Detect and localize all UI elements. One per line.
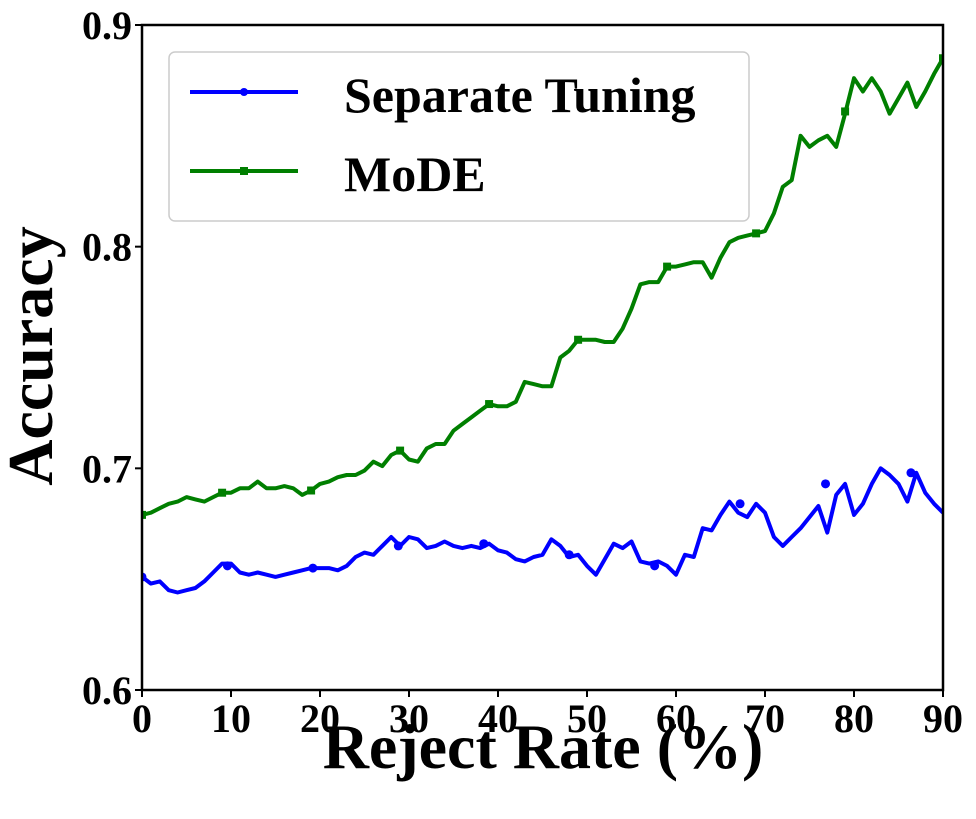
x-tick-label: 60 — [656, 696, 696, 741]
legend-label-mode: MoDE — [344, 146, 486, 202]
series-layer — [142, 54, 943, 595]
data-point-mode — [396, 446, 405, 455]
data-point-separate-tuning — [735, 499, 745, 509]
x-tick-label: 90 — [923, 696, 963, 741]
data-point-mode — [841, 107, 850, 116]
data-point-separate-tuning — [393, 541, 403, 551]
y-tick-label: 0.9 — [82, 3, 132, 48]
x-tick-label: 40 — [478, 696, 518, 741]
data-point-mode — [574, 335, 583, 344]
plot-area-frame — [140, 23, 945, 692]
data-point-mode — [752, 229, 761, 238]
legend: Separate Tuning MoDE — [168, 51, 750, 222]
data-point-mode — [663, 262, 672, 271]
x-axis-label: Reject Rate (%) — [323, 711, 764, 782]
x-tick-label: 50 — [567, 696, 607, 741]
x-tick-label: 10 — [211, 696, 251, 741]
y-axis-label: Accuracy — [0, 226, 66, 485]
data-point-mode — [218, 488, 227, 497]
data-point-separate-tuning — [650, 561, 660, 571]
data-point-separate-tuning — [308, 563, 318, 573]
data-point-separate-tuning — [906, 468, 916, 478]
data-point-separate-tuning — [821, 479, 831, 489]
data-point-mode — [307, 486, 316, 495]
data-point-mode — [142, 510, 146, 519]
series-line-separate-tuning — [142, 466, 943, 595]
axis-ticks: 0 10 20 30 40 50 60 70 80 90 0.6 0.7 0.8 0.9 — [82, 3, 963, 741]
legend-frame — [168, 51, 750, 222]
x-tick-label: 70 — [745, 696, 785, 741]
data-point-separate-tuning — [479, 539, 489, 549]
y-tick-label: 0.6 — [82, 668, 132, 713]
data-point-mode — [939, 54, 943, 63]
data-point-mode — [485, 400, 494, 409]
legend-marker-mode — [240, 167, 248, 175]
y-tick-label: 0.7 — [82, 446, 132, 491]
x-tick-label: 0 — [132, 696, 152, 741]
x-tick-label: 80 — [834, 696, 874, 741]
legend-marker-separate-tuning — [240, 88, 248, 96]
legend-label-separate-tuning: Separate Tuning — [344, 67, 696, 123]
x-tick-label: 20 — [300, 696, 340, 741]
x-tick-label: 30 — [389, 696, 429, 741]
series-line-mode — [142, 57, 943, 517]
data-point-separate-tuning — [222, 561, 232, 571]
data-point-separate-tuning — [564, 550, 574, 560]
y-tick-label: 0.8 — [82, 225, 132, 270]
